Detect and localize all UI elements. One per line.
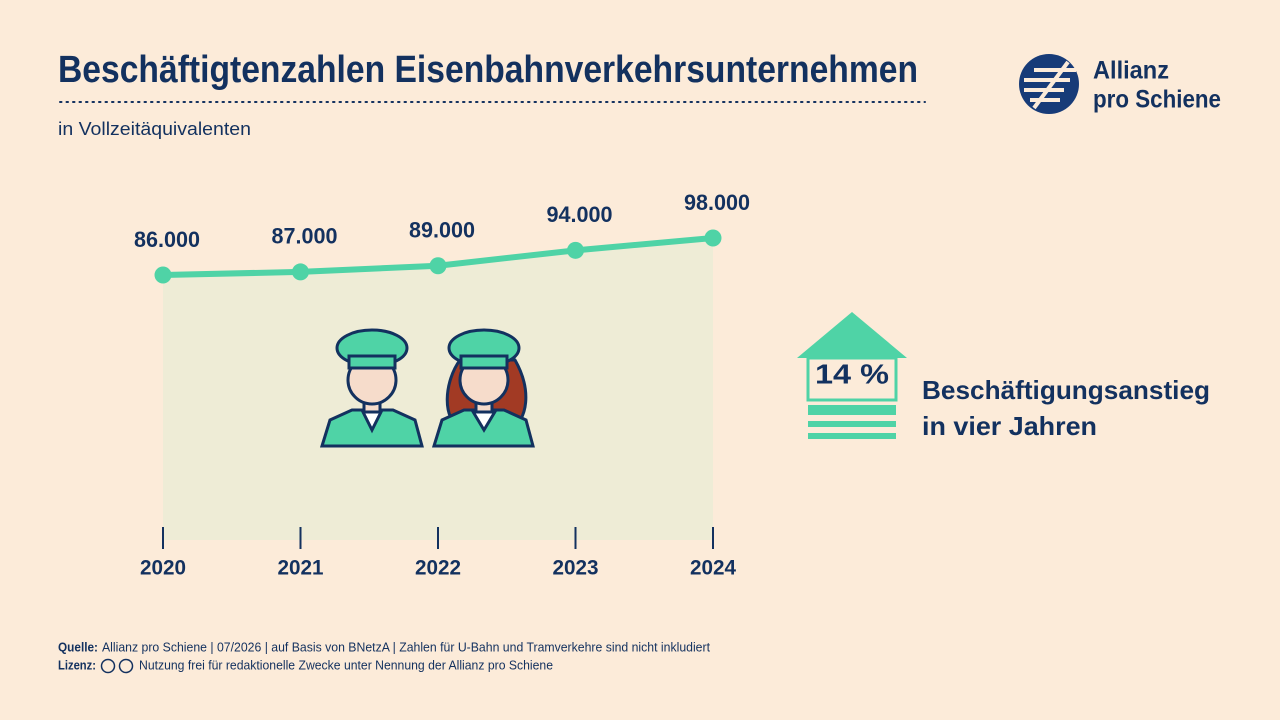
subtitle: in Vollzeitäquivalenten [58,119,251,139]
illustration [319,328,535,448]
point [154,266,172,284]
value-label: 89.000 [409,218,475,243]
value-label: 98.000 [684,190,750,215]
plot: 2020 2021 2022 2023 2024 86.000 87.000 89.000 94… [134,190,750,580]
arrow-head [797,312,907,358]
point [567,241,584,259]
x-tick-label: 2022 [415,557,461,580]
source-label: Quelle: [58,639,98,654]
highlight-text: Beschäftigungsanstieg [922,375,1210,405]
area [163,238,713,540]
source: Allianz pro Schiene | 07/2026 | auf Basi… [102,639,710,654]
point [429,257,447,275]
x-tick-label: 2020 [140,557,186,580]
logo-text: pro Schiene [1093,86,1221,114]
value-label: 94.000 [547,202,613,227]
highlight: 14 % Beschäftigungsanstieg in vier Jahre… [797,312,1210,441]
point [292,263,309,281]
arrow-stripe [808,405,896,415]
point [704,229,722,247]
cc-icon [100,658,116,674]
logo-text: Allianz [1093,57,1169,85]
by-icon [118,658,134,674]
arrow-stripe [808,421,896,427]
highlight-value: 14 % [815,358,889,389]
logo: Allianz pro Schiene [1019,54,1221,114]
arrow-stripe [808,433,896,439]
x-tick-label: 2021 [278,557,324,580]
license: Nutzung frei für redaktionelle Zwecke un… [139,657,553,672]
arrow-box [806,356,898,402]
x-tick-label: 2023 [553,557,599,580]
chart-title: Beschäftigtenzahlen Eisenbahnverkehrsunt… [58,49,918,91]
highlight-text: in vier Jahren [922,411,1097,441]
value-label: 87.000 [272,224,338,249]
license-label: Lizenz: [58,657,96,672]
logo-mark [1019,54,1079,114]
value-label: 86.000 [134,227,200,252]
logo-stripes [1024,60,1076,110]
x-tick-label: 2024 [690,557,736,580]
